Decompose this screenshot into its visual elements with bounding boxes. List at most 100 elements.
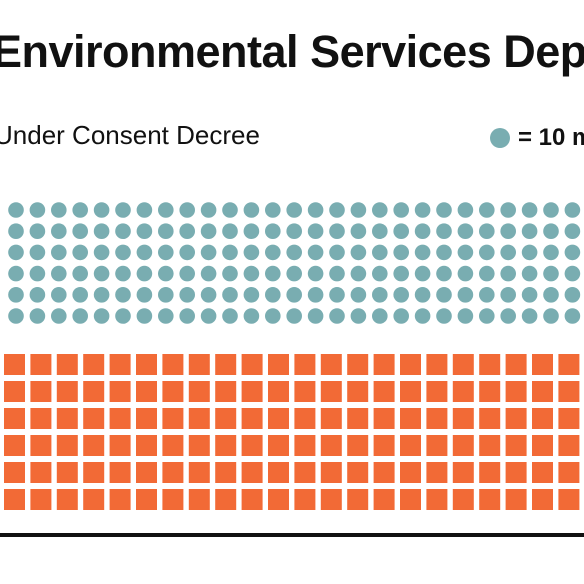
waffle-circle — [436, 223, 452, 239]
waffle-square — [558, 489, 580, 510]
waffle-circle — [51, 287, 67, 303]
waffle-square — [268, 408, 289, 429]
waffle-square — [505, 462, 527, 483]
legend-label: = 10 million gallons — [518, 124, 584, 151]
waffle-circle — [564, 265, 581, 282]
waffle-circle — [393, 265, 410, 282]
waffle-circle — [350, 223, 367, 239]
waffle-circle — [564, 308, 581, 324]
waffle-square — [479, 435, 501, 456]
waffle-circle — [8, 244, 24, 261]
waffle-square — [109, 381, 131, 402]
waffle-circle — [479, 223, 495, 239]
waffle-circle — [72, 287, 88, 303]
waffle-circle — [158, 223, 174, 239]
waffle-circle — [179, 308, 195, 324]
waffle-square — [241, 435, 263, 456]
waffle-square — [426, 381, 448, 402]
waffle-square — [162, 381, 184, 402]
waffle-circle — [93, 202, 110, 218]
waffle-circle — [372, 308, 388, 324]
waffle-circle — [436, 265, 452, 282]
waffle-circle — [350, 265, 367, 282]
waffle-circle — [543, 244, 559, 261]
waffle-circle — [136, 287, 153, 303]
waffle-circle — [543, 287, 559, 303]
waffle-circle — [564, 202, 581, 218]
waffle-circle — [500, 287, 516, 303]
waffle-circle — [136, 244, 153, 261]
waffle-square — [136, 381, 157, 402]
waffle-circle — [136, 202, 153, 218]
waffle-circle — [436, 202, 452, 218]
waffle-circle — [350, 244, 367, 261]
waffle-square — [83, 354, 105, 375]
waffle-square — [373, 408, 395, 429]
waffle-square — [56, 489, 78, 510]
waffle-square — [347, 435, 369, 456]
legend: = 10 million gallons — [490, 124, 584, 152]
waffle-circle — [29, 244, 46, 261]
waffle-square — [136, 462, 157, 483]
waffle-circle — [243, 244, 260, 261]
waffle-circle — [265, 287, 281, 303]
waffle-square — [558, 435, 580, 456]
waffle-square — [347, 381, 369, 402]
waffle-circle — [372, 202, 388, 218]
waffle-circle — [243, 287, 260, 303]
waffle-square — [558, 408, 580, 429]
waffle-circle — [286, 308, 303, 324]
waffle-square — [188, 462, 210, 483]
waffle-circle — [479, 244, 495, 261]
waffle-circle — [200, 202, 217, 218]
waffle-square — [400, 462, 421, 483]
waffle-square — [479, 408, 501, 429]
waffle-circle — [564, 223, 581, 239]
waffle-circle — [222, 308, 238, 324]
waffle-circle — [93, 244, 110, 261]
waffle-circle — [222, 244, 238, 261]
waffle-square — [505, 381, 527, 402]
waffle-square — [320, 435, 342, 456]
waffle-square — [294, 462, 316, 483]
waffle-square — [83, 489, 105, 510]
waffle-circle — [200, 223, 217, 239]
waffle-square — [136, 408, 157, 429]
waffle-square — [162, 489, 184, 510]
waffle-circle — [564, 244, 581, 261]
waffle-square — [532, 435, 553, 456]
waffle-circle — [222, 223, 238, 239]
waffle-square — [505, 354, 527, 375]
waffle-circle — [414, 202, 431, 218]
waffle-square — [373, 489, 395, 510]
waffle-circle — [329, 244, 345, 261]
waffle-square — [320, 408, 342, 429]
waffle-circle — [265, 244, 281, 261]
waffle-circle — [543, 202, 559, 218]
waffle-square — [188, 408, 210, 429]
waffle-circle — [158, 308, 174, 324]
waffle-circle — [350, 308, 367, 324]
waffle-circle — [136, 265, 153, 282]
waffle-circle — [479, 265, 495, 282]
waffle-circle — [179, 265, 195, 282]
waffle-square — [320, 381, 342, 402]
waffle-square — [294, 489, 316, 510]
waffle-circle — [329, 287, 345, 303]
waffle-circle — [457, 308, 474, 324]
waffle-square — [400, 489, 421, 510]
waffle-circle — [521, 265, 538, 282]
waffle-circle — [414, 244, 431, 261]
waffle-square — [56, 381, 78, 402]
waffle-circle — [8, 202, 24, 218]
waffle-square — [320, 462, 342, 483]
waffle-circle — [329, 202, 345, 218]
waffle-circle — [393, 287, 410, 303]
waffle-circle — [158, 287, 174, 303]
waffle-square — [241, 489, 263, 510]
waffle-circle — [564, 287, 581, 303]
waffle-circle — [200, 244, 217, 261]
waffle-circle — [543, 265, 559, 282]
waffle-circle — [93, 265, 110, 282]
waffle-square — [215, 462, 237, 483]
